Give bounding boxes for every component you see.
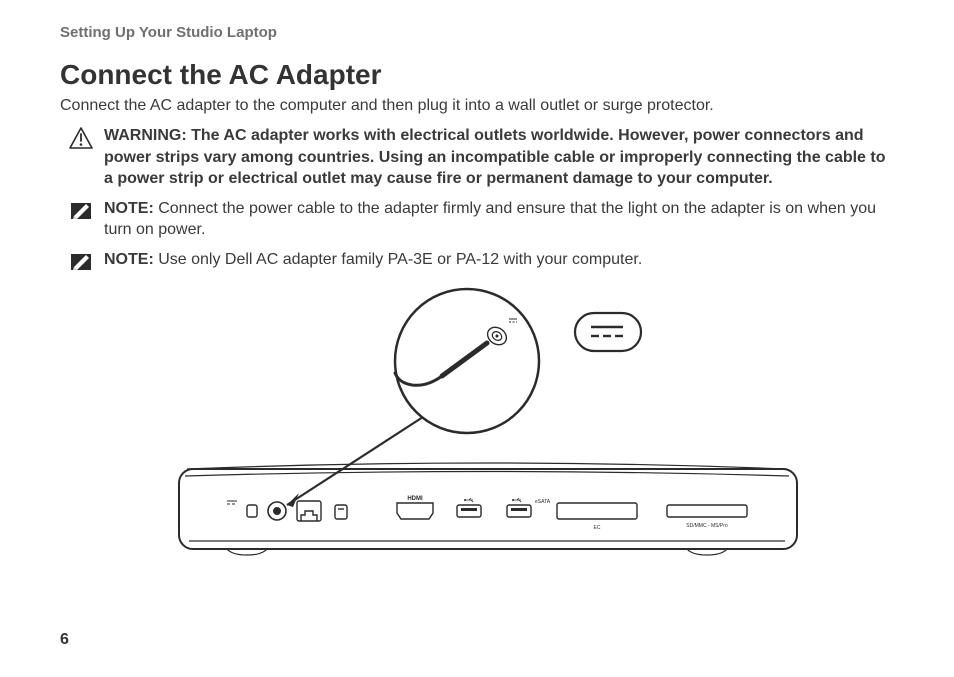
laptop-body: [179, 463, 797, 555]
warning-body: The AC adapter works with electrical out…: [104, 127, 886, 187]
warning-label: WARNING:: [104, 127, 187, 144]
note2-text: NOTE: Use only Dell AC adapter family PA…: [104, 249, 894, 271]
note-pencil-icon: [68, 251, 94, 273]
note2-label: NOTE:: [104, 251, 154, 268]
magnifier-detail: [395, 289, 539, 433]
note1-text: NOTE: Connect the power cable to the ada…: [104, 198, 894, 241]
note-callout-2: NOTE: Use only Dell AC adapter family PA…: [68, 249, 894, 273]
hdmi-label: HDMI: [407, 496, 423, 502]
sd-label: SD/MMC - MS/Pro: [686, 523, 728, 529]
warning-triangle-icon: [68, 127, 94, 149]
warning-text: WARNING: The AC adapter works with elect…: [104, 125, 894, 190]
ports-row: HDMI: [227, 496, 747, 531]
note2-body: Use only Dell AC adapter family PA-3E or…: [154, 251, 643, 268]
page-title: Connect the AC Adapter: [60, 59, 894, 91]
dc-power-pill: [575, 313, 641, 351]
ec-label: EC: [594, 525, 601, 531]
warning-callout: WARNING: The AC adapter works with elect…: [68, 125, 894, 190]
leader-line: [287, 417, 423, 507]
note1-label: NOTE:: [104, 200, 154, 217]
note-pencil-icon: [68, 200, 94, 222]
laptop-diagram: HDMI: [60, 281, 894, 566]
note1-body: Connect the power cable to the adapter f…: [104, 200, 876, 239]
esata-label: eSATA: [535, 499, 551, 505]
manual-page: Setting Up Your Studio Laptop Connect th…: [0, 0, 954, 677]
page-number: 6: [60, 631, 69, 649]
intro-text: Connect the AC adapter to the computer a…: [60, 97, 894, 115]
section-label: Setting Up Your Studio Laptop: [60, 24, 894, 41]
note-callout-1: NOTE: Connect the power cable to the ada…: [68, 198, 894, 241]
